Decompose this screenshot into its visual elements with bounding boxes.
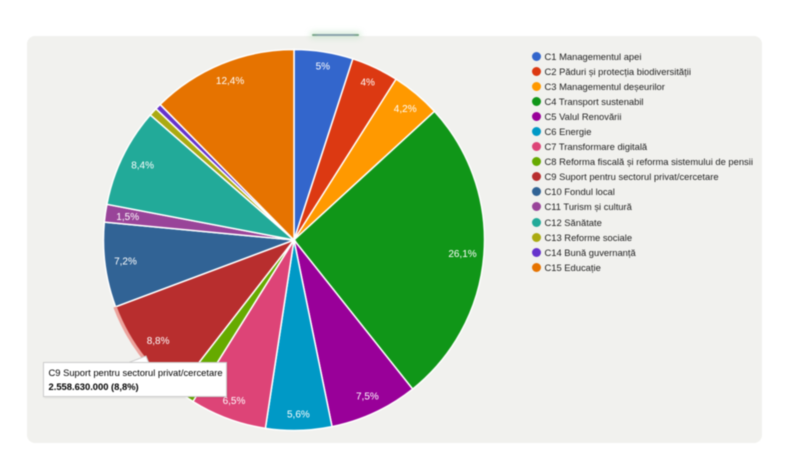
svg-text:4%: 4% [360,78,375,89]
svg-text:8,8%: 8,8% [147,336,170,347]
svg-text:5%: 5% [316,61,331,72]
svg-text:7,2%: 7,2% [114,257,137,268]
svg-text:6,5%: 6,5% [223,396,246,407]
svg-text:12,4%: 12,4% [216,76,244,87]
svg-text:8,4%: 8,4% [131,161,154,172]
svg-text:5,6%: 5,6% [287,410,310,421]
svg-text:26,1%: 26,1% [448,249,476,260]
svg-text:4,2%: 4,2% [394,104,417,115]
svg-text:7,5%: 7,5% [356,391,379,402]
svg-text:1,5%: 1,5% [116,212,139,223]
